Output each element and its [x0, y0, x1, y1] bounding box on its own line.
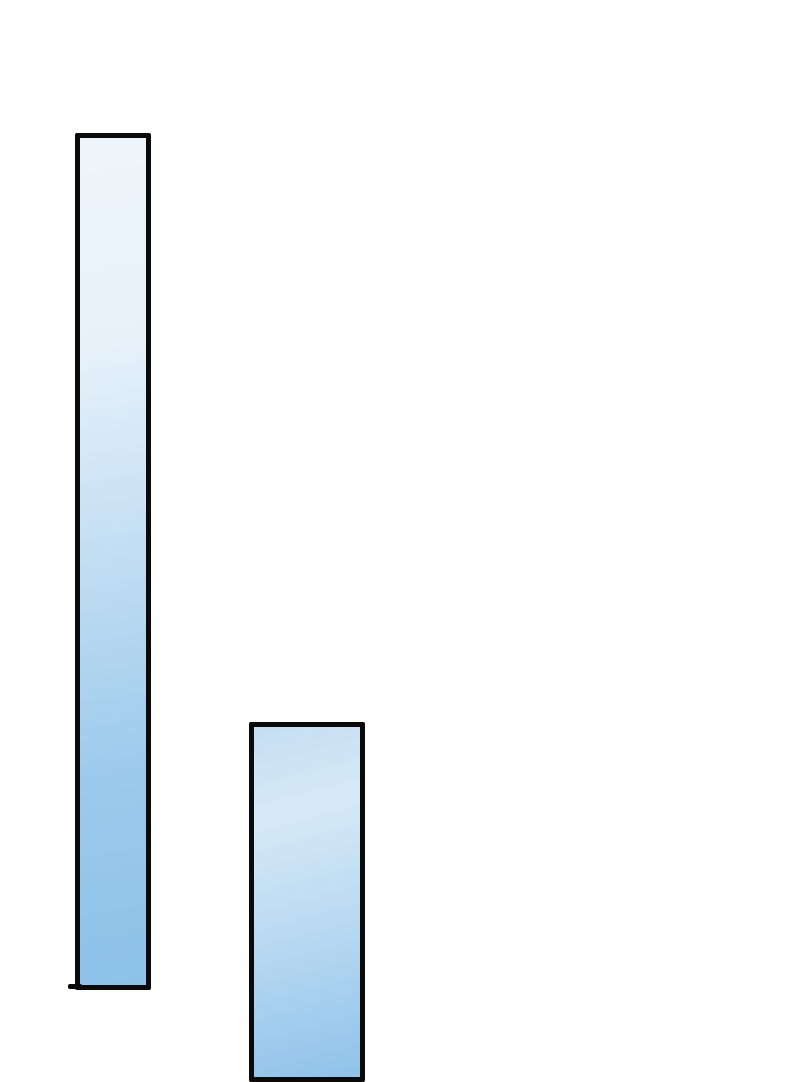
comic-panel-lower	[249, 722, 365, 1082]
panel-border-stroke-tail	[68, 984, 82, 989]
comic-panel-tall	[75, 133, 151, 990]
